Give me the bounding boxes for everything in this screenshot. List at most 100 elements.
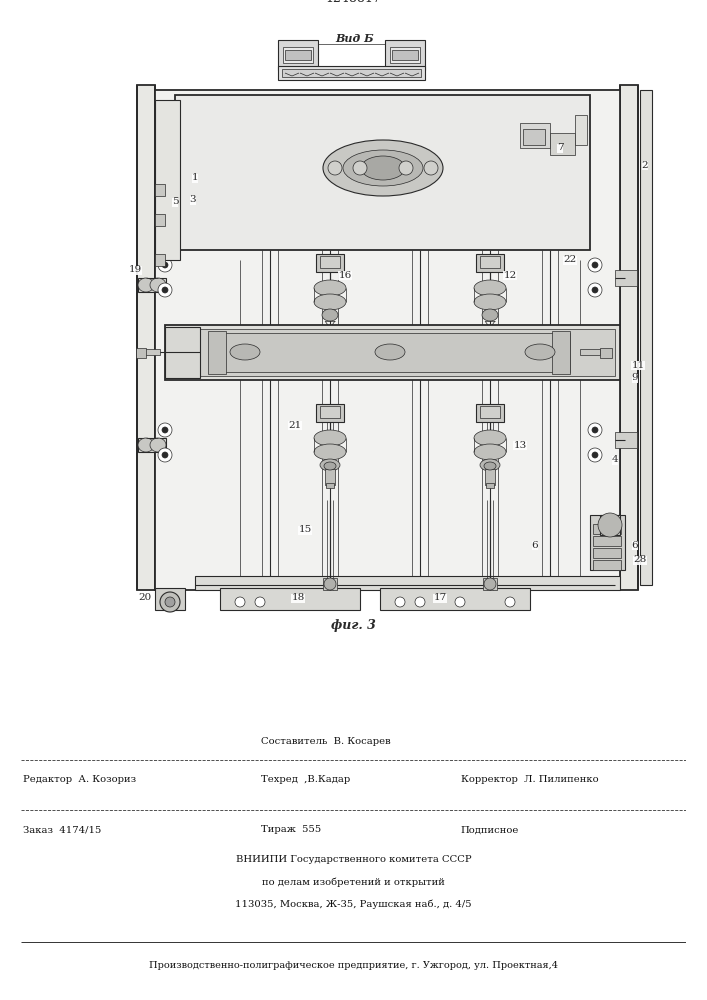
Ellipse shape — [455, 597, 465, 607]
Ellipse shape — [150, 438, 166, 452]
Bar — [138, 278, 166, 292]
Text: 2: 2 — [642, 160, 648, 169]
Bar — [155, 254, 165, 266]
Text: Производственно-полиграфическое предприятие, г. Ужгород, ул. Проектная,4: Производственно-полиграфическое предприя… — [149, 962, 558, 970]
Bar — [320, 256, 340, 268]
Ellipse shape — [165, 597, 175, 607]
Bar — [283, 47, 313, 63]
Bar — [220, 588, 360, 610]
Text: 113035, Москва, Ж-35, Раушская наб., д. 4/5: 113035, Москва, Ж-35, Раушская наб., д. … — [235, 899, 472, 909]
Text: 1248817: 1248817 — [325, 0, 381, 4]
Text: 6: 6 — [631, 540, 638, 550]
Ellipse shape — [322, 309, 338, 321]
Ellipse shape — [230, 344, 260, 360]
Bar — [380, 588, 530, 610]
Bar — [600, 348, 612, 358]
Text: 18: 18 — [291, 593, 305, 602]
Text: 20: 20 — [139, 593, 151, 602]
Bar — [593, 560, 621, 570]
Ellipse shape — [320, 459, 340, 471]
Ellipse shape — [343, 150, 423, 186]
Bar — [316, 404, 344, 422]
Bar — [620, 85, 638, 590]
Text: Заказ  4174/15: Заказ 4174/15 — [23, 826, 102, 834]
Bar — [325, 469, 335, 485]
Ellipse shape — [361, 156, 405, 180]
Bar — [593, 524, 621, 534]
Text: 28: 28 — [633, 556, 647, 564]
Bar — [390, 47, 420, 63]
Ellipse shape — [158, 423, 172, 437]
Ellipse shape — [353, 161, 367, 175]
Bar — [278, 66, 425, 80]
Text: Составитель  В. Косарев: Составитель В. Косарев — [262, 738, 391, 746]
Text: по делам изобретений и открытий: по делам изобретений и открытий — [262, 877, 445, 887]
Bar — [476, 254, 504, 272]
Ellipse shape — [484, 578, 496, 590]
Ellipse shape — [474, 444, 506, 460]
Text: Тираж  555: Тираж 555 — [262, 826, 322, 834]
Ellipse shape — [158, 258, 172, 272]
Ellipse shape — [324, 578, 336, 590]
Bar — [323, 578, 337, 590]
Bar — [278, 40, 318, 70]
Ellipse shape — [160, 592, 180, 612]
Text: Техред  ,В.Кадар: Техред ,В.Кадар — [262, 776, 351, 784]
Text: 19: 19 — [129, 265, 141, 274]
Ellipse shape — [592, 427, 598, 433]
Text: ВНИИПИ Государственного комитета СССР: ВНИИПИ Государственного комитета СССР — [235, 856, 472, 864]
Ellipse shape — [474, 430, 506, 446]
Ellipse shape — [474, 280, 506, 296]
Bar — [326, 483, 334, 488]
Ellipse shape — [424, 161, 438, 175]
Text: 3: 3 — [189, 196, 197, 205]
Ellipse shape — [598, 513, 622, 537]
Ellipse shape — [162, 452, 168, 458]
Ellipse shape — [525, 344, 555, 360]
Ellipse shape — [162, 287, 168, 293]
Bar — [195, 329, 615, 376]
Bar — [523, 129, 545, 145]
Ellipse shape — [375, 344, 405, 360]
Ellipse shape — [395, 597, 405, 607]
Ellipse shape — [235, 597, 245, 607]
Bar — [155, 184, 165, 196]
Bar — [550, 133, 575, 155]
Text: 17: 17 — [433, 593, 447, 602]
Ellipse shape — [158, 448, 172, 462]
Text: 16: 16 — [339, 270, 351, 279]
Bar — [483, 578, 497, 590]
Text: Корректор  Л. Пилипенко: Корректор Л. Пилипенко — [461, 776, 599, 784]
Text: 1: 1 — [192, 174, 198, 182]
Bar — [640, 90, 652, 585]
Bar — [520, 123, 550, 148]
Text: 11: 11 — [631, 360, 645, 369]
Text: 7: 7 — [556, 143, 563, 152]
Bar — [210, 333, 570, 372]
Bar — [136, 348, 146, 358]
Ellipse shape — [328, 161, 342, 175]
Bar — [320, 406, 340, 418]
Text: 6: 6 — [532, 540, 538, 550]
Bar — [155, 588, 185, 610]
Bar — [140, 349, 160, 355]
Ellipse shape — [588, 283, 602, 297]
Ellipse shape — [314, 294, 346, 310]
Ellipse shape — [162, 262, 168, 268]
Text: 4: 4 — [612, 456, 619, 464]
Ellipse shape — [138, 438, 154, 452]
Bar — [137, 85, 155, 590]
Bar — [316, 254, 344, 272]
Text: Вид Б: Вид Б — [336, 32, 374, 43]
Bar — [155, 90, 620, 590]
Text: 13: 13 — [513, 440, 527, 450]
Ellipse shape — [588, 258, 602, 272]
Bar — [485, 469, 495, 485]
Ellipse shape — [314, 430, 346, 446]
Bar — [480, 406, 500, 418]
Bar — [600, 515, 620, 535]
Bar — [165, 327, 200, 378]
Bar — [552, 331, 570, 374]
Ellipse shape — [138, 278, 154, 292]
Ellipse shape — [588, 448, 602, 462]
